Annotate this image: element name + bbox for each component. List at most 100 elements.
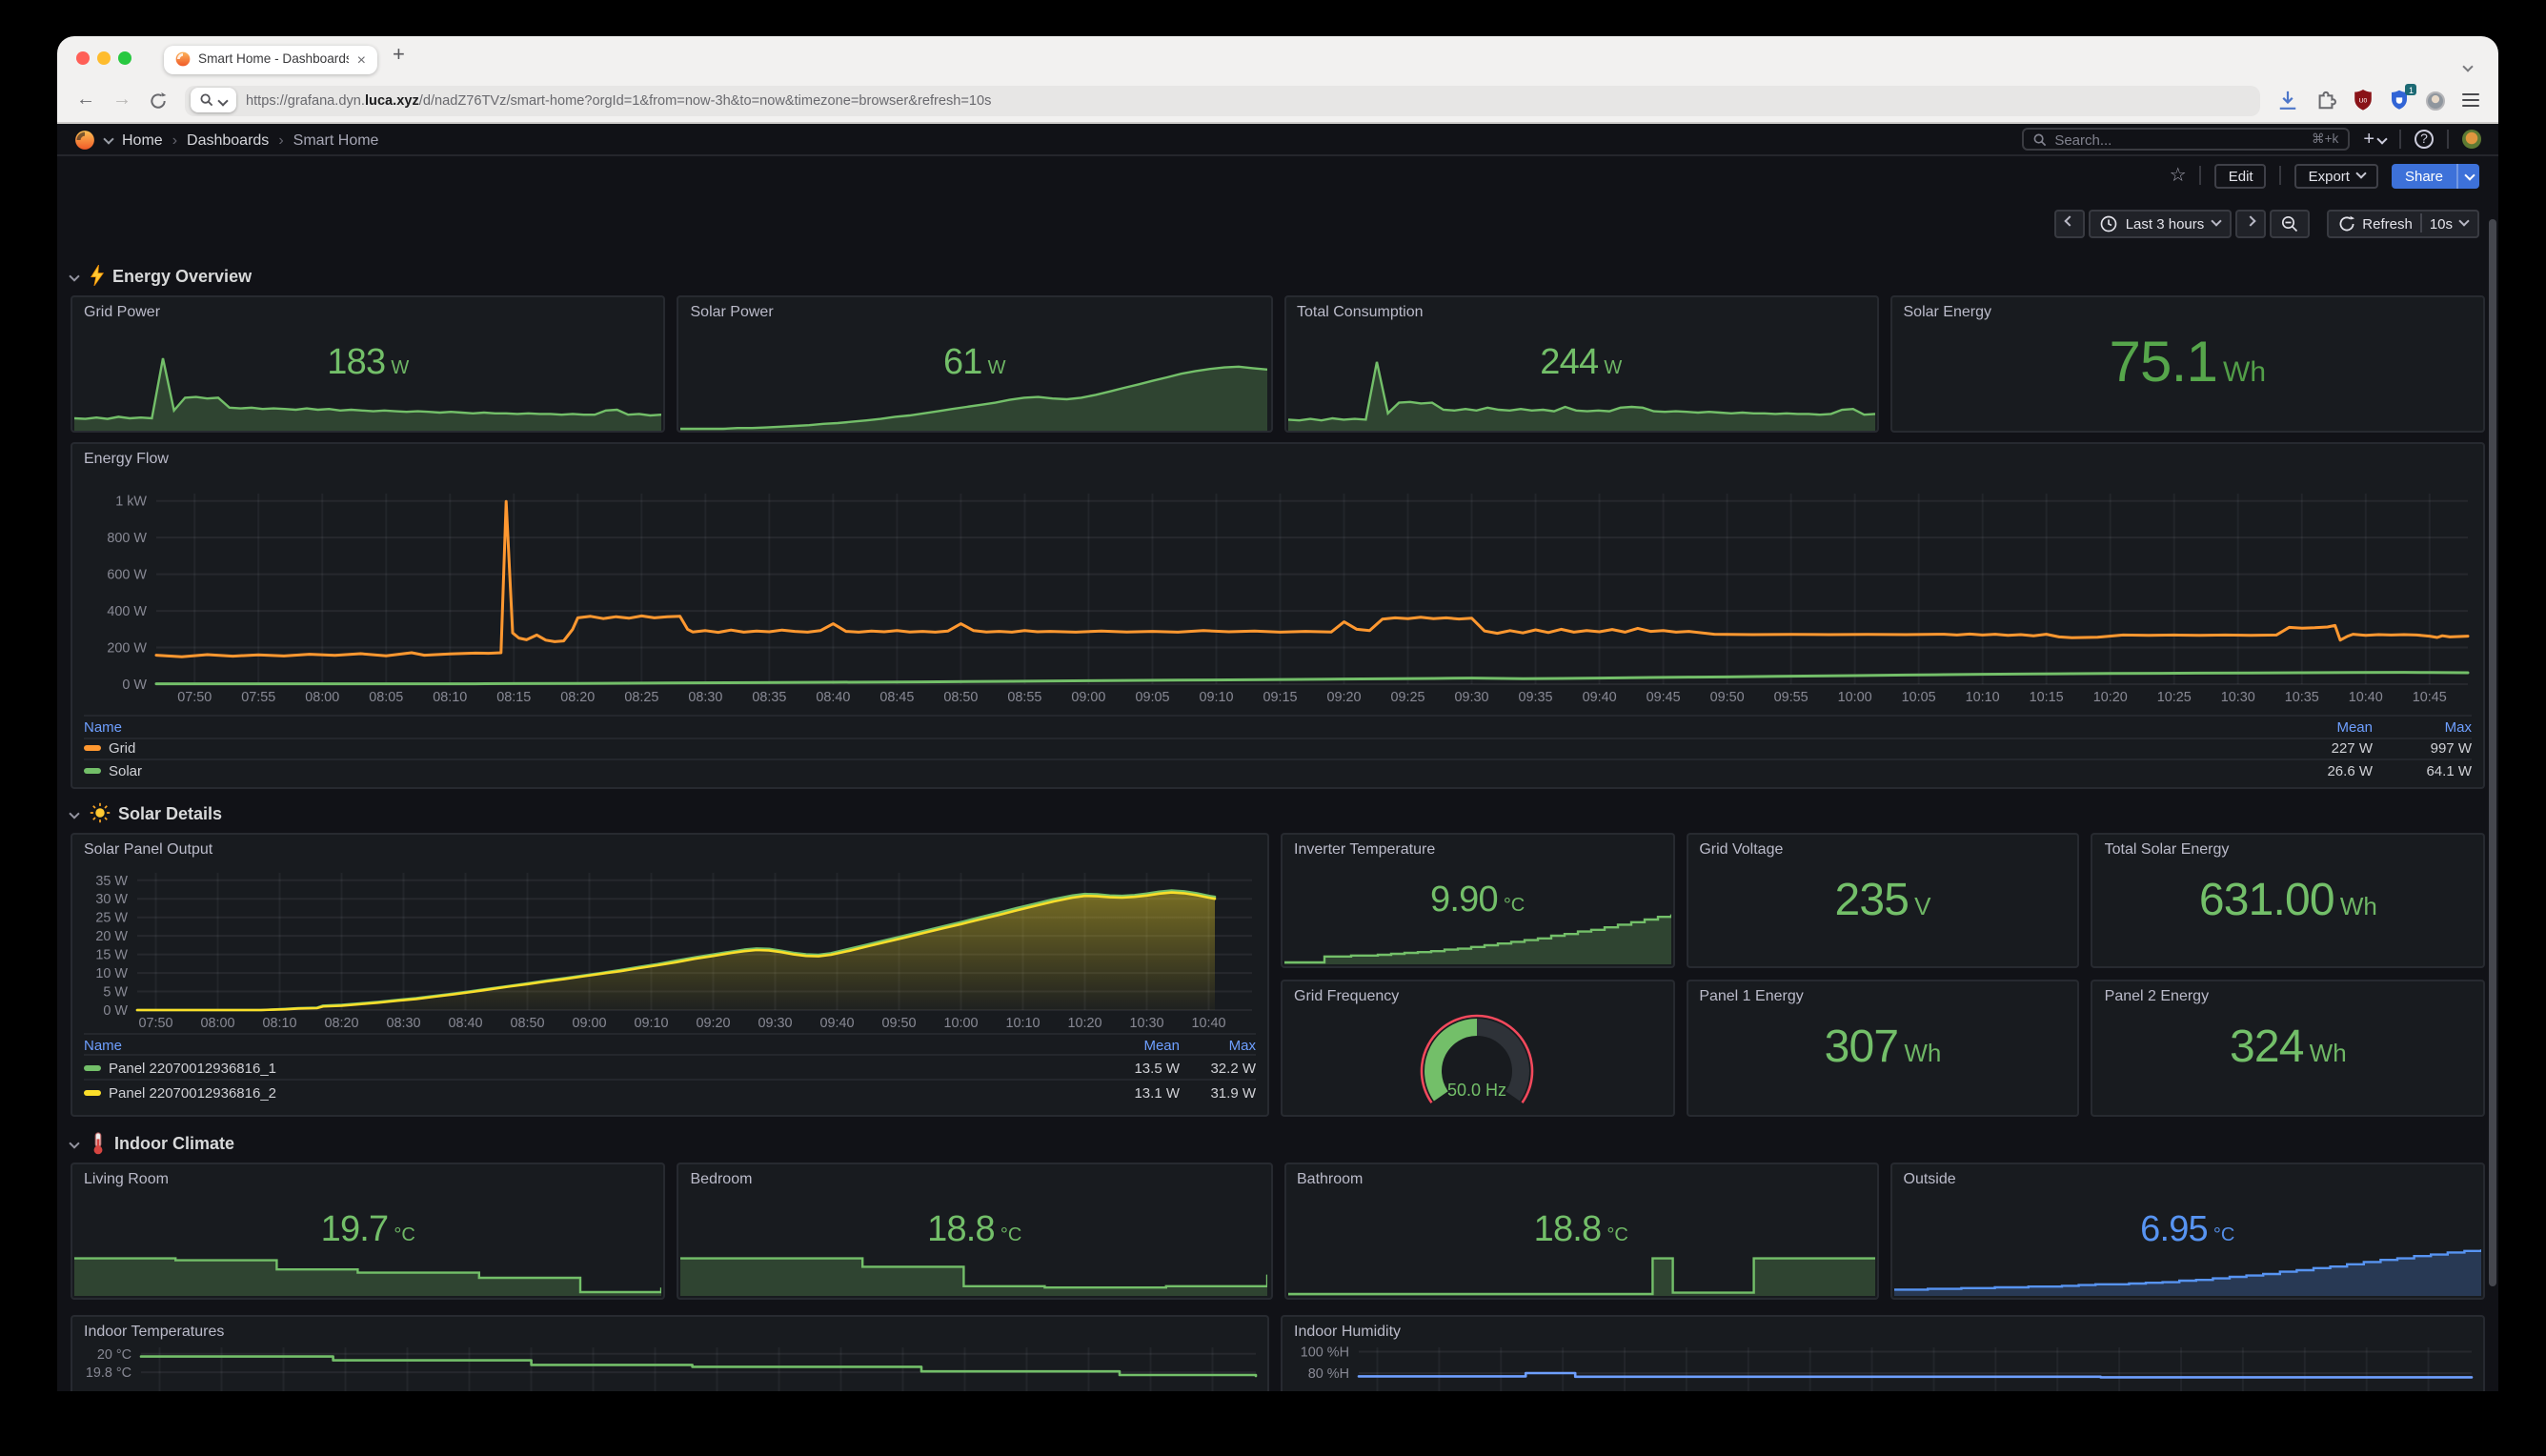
ublock-shield-icon[interactable]: U0 [2354, 90, 2373, 111]
share-button[interactable]: Share [2391, 163, 2456, 188]
panel-title[interactable]: Panel 1 Energy [1699, 987, 1804, 1004]
stat-value: 6.95 [2140, 1210, 2209, 1250]
grafana-app: Home › Dashboards › Smart Home Search...… [57, 124, 2498, 1391]
search-options-pill[interactable] [191, 88, 236, 112]
panel-title[interactable]: Living Room [84, 1170, 169, 1187]
time-forward-button[interactable] [2234, 209, 2266, 237]
panel-title[interactable]: Solar Power [690, 303, 774, 320]
svg-text:08:35: 08:35 [752, 690, 786, 705]
search-icon [2033, 132, 2047, 146]
grafana-profile-avatar[interactable] [2462, 130, 2481, 149]
search-placeholder: Search... [2054, 131, 2112, 148]
refresh-button-group[interactable]: Refresh 10s [2326, 209, 2479, 237]
zoom-out-icon [2281, 214, 2297, 232]
svg-text:09:50: 09:50 [1710, 690, 1745, 705]
address-bar[interactable]: https://grafana.dyn.luca.xyz/d/nadZ76TVz… [185, 85, 2260, 115]
zoom-window-button[interactable] [118, 51, 131, 65]
panel-title[interactable]: Grid Power [84, 303, 161, 320]
favorite-star-icon[interactable]: ☆ [2169, 165, 2187, 186]
svg-text:20 W: 20 W [95, 929, 128, 944]
time-back-button[interactable] [2054, 209, 2086, 237]
svg-text:08:00: 08:00 [200, 1016, 234, 1031]
legend-row-solar[interactable]: Solar 26.6 W 64.1 W [84, 758, 2472, 780]
panel-title[interactable]: Indoor Humidity [1294, 1323, 1402, 1340]
panel-title[interactable]: Outside [1903, 1170, 1956, 1187]
indoor-humidity-chart[interactable]: 100 %H 80 %H [1283, 1340, 2483, 1391]
panel-grid-voltage: Grid Voltage 235 V [1686, 833, 2080, 968]
tab-close-icon[interactable]: × [356, 51, 366, 68]
svg-text:100 %H: 100 %H [1301, 1345, 1349, 1360]
legend-row-grid[interactable]: Grid 227 W 997 W [84, 737, 2472, 758]
panel-title[interactable]: Panel 2 Energy [2104, 987, 2210, 1004]
browser-menu-icon[interactable] [2462, 93, 2479, 107]
section-energy-overview[interactable]: Energy Overview [69, 265, 252, 286]
panel-title[interactable]: Bathroom [1297, 1170, 1364, 1187]
breadcrumb-home[interactable]: Home [122, 131, 163, 148]
panel-title[interactable]: Total Solar Energy [2104, 840, 2230, 858]
svg-text:08:00: 08:00 [305, 690, 339, 705]
scrollbar[interactable] [2489, 215, 2496, 1391]
stat-value: 9.90 [1430, 880, 1499, 920]
clock-icon [2101, 214, 2118, 232]
stat-value: 235 [1834, 874, 1910, 925]
browser-profile-avatar[interactable] [2426, 91, 2445, 110]
share-dropdown-chevron[interactable] [2456, 163, 2479, 188]
breadcrumb-separator: › [278, 131, 284, 148]
panel-title[interactable]: Grid Voltage [1699, 840, 1784, 858]
panel-title[interactable]: Energy Flow [84, 450, 169, 467]
export-button[interactable]: Export [2294, 163, 2378, 188]
sparkline [74, 355, 662, 430]
stat-value: 324 [2229, 1021, 2304, 1073]
back-icon[interactable]: ← [76, 89, 95, 110]
svg-text:50.0 Hz: 50.0 Hz [1448, 1081, 1507, 1100]
solar-output-chart[interactable]: 07:50 08:00 08:10 08:20 08:30 08:40 08:50 09:00… [72, 858, 1267, 1033]
search-input[interactable]: Search... ⌘+k [2022, 127, 2351, 152]
panel-title[interactable]: Solar Energy [1903, 303, 1992, 320]
stat-value: 18.8 [927, 1210, 996, 1250]
svg-text:09:15: 09:15 [1263, 690, 1297, 705]
extensions-puzzle-icon[interactable] [2315, 90, 2336, 111]
downloads-icon[interactable] [2277, 90, 2298, 111]
svg-text:10:00: 10:00 [1838, 690, 1872, 705]
panel-title[interactable]: Total Consumption [1297, 303, 1424, 320]
new-tab-button[interactable]: + [393, 44, 405, 67]
magnifier-icon [200, 93, 213, 107]
refresh-icon [2338, 214, 2354, 231]
energy-flow-legend: Name Mean Max Grid 227 W 997 W [72, 715, 2483, 780]
panel-bathroom: Bathroom 18.8 °C [1283, 1163, 1879, 1300]
forward-icon[interactable]: → [112, 89, 131, 110]
tab-overview-chevron-icon[interactable] [2462, 46, 2474, 80]
panel-title[interactable]: Indoor Temperatures [84, 1323, 225, 1340]
panel-title[interactable]: Grid Frequency [1294, 987, 1400, 1004]
legend-row-panel1[interactable]: Panel 22070012936816_1 13.5 W 32.2 W [84, 1054, 1256, 1079]
section-solar-details[interactable]: Solar Details [69, 802, 222, 823]
energy-flow-chart[interactable]: 07:50 07:55 08:00 08:05 08:10 08:15 08:20 08:25… [72, 467, 2483, 715]
add-new-button[interactable]: + [2363, 129, 2388, 150]
solar-output-legend: Name Mean Max Panel 22070012936816_1 13.… [72, 1033, 1267, 1103]
scrollbar-thumb[interactable] [2489, 219, 2496, 1286]
minimize-window-button[interactable] [97, 51, 111, 65]
legend-row-panel2[interactable]: Panel 22070012936816_2 13.1 W 31.9 W [84, 1079, 1256, 1103]
svg-text:09:20: 09:20 [696, 1016, 730, 1031]
section-indoor-climate[interactable]: Indoor Climate [69, 1132, 234, 1155]
breadcrumb-dashboards[interactable]: Dashboards [187, 131, 270, 148]
password-manager-icon[interactable]: 1 [2390, 84, 2416, 111]
panel-title[interactable]: Bedroom [690, 1170, 753, 1187]
reload-icon[interactable] [149, 91, 168, 110]
svg-text:0 W: 0 W [122, 677, 147, 693]
indoor-temperatures-chart[interactable]: 20 °C 19.8 °C [72, 1340, 1267, 1391]
panel-title[interactable]: Solar Panel Output [84, 840, 213, 858]
close-window-button[interactable] [76, 51, 90, 65]
grafana-logo[interactable] [74, 129, 95, 150]
help-icon[interactable]: ? [2415, 130, 2434, 149]
time-range-picker[interactable]: Last 3 hours [2089, 209, 2232, 237]
panel-solar-energy: Solar Energy 75.1 Wh [1889, 295, 2485, 433]
sparkline [680, 355, 1269, 430]
panel-title[interactable]: Inverter Temperature [1294, 840, 1436, 858]
edit-button[interactable]: Edit [2214, 163, 2267, 188]
zoom-out-button[interactable] [2269, 209, 2310, 237]
nav-chevron-icon[interactable] [103, 133, 114, 145]
panel-grid-frequency: Grid Frequency 50.0 Hz [1281, 980, 1675, 1117]
browser-tab[interactable]: Smart Home - Dashboards - Gra × [164, 45, 377, 73]
grafana-top-nav: Home › Dashboards › Smart Home Search...… [57, 124, 2498, 156]
